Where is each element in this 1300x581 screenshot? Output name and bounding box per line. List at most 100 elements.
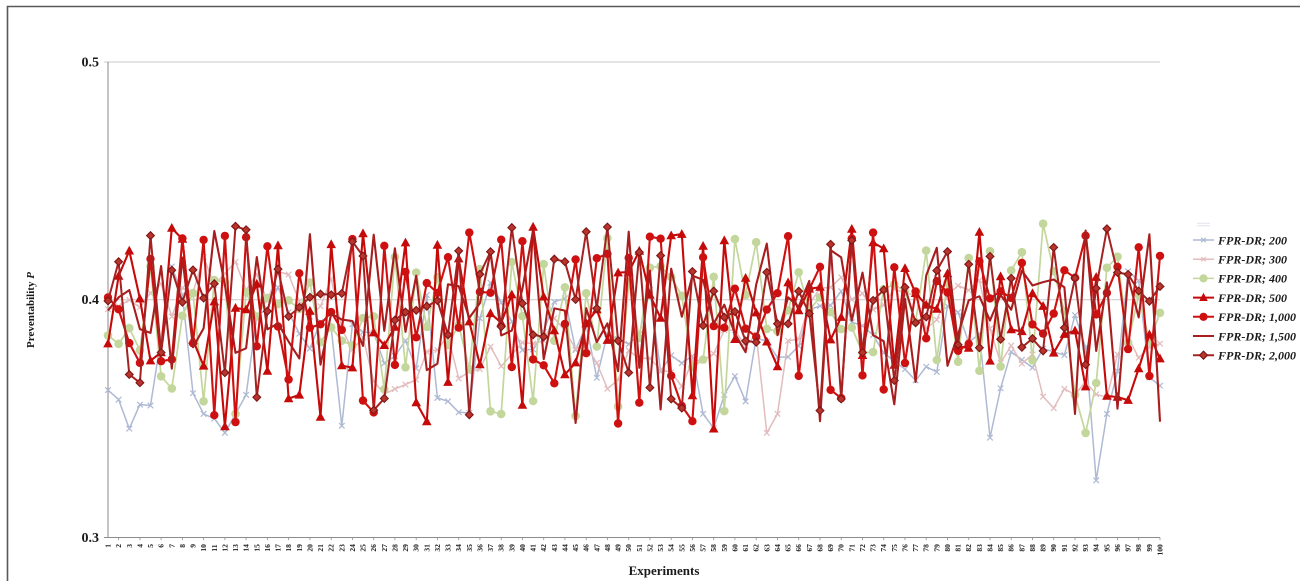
svg-text:28: 28 xyxy=(390,544,399,552)
svg-text:40: 40 xyxy=(518,544,527,552)
svg-text:69: 69 xyxy=(826,544,835,552)
svg-text:16: 16 xyxy=(263,544,272,552)
svg-text:6: 6 xyxy=(157,544,166,548)
svg-text:30: 30 xyxy=(412,544,421,552)
svg-text:73: 73 xyxy=(869,544,878,552)
svg-text:33: 33 xyxy=(444,544,453,552)
svg-text:32: 32 xyxy=(433,544,442,552)
svg-text:4: 4 xyxy=(135,544,144,548)
svg-text:91: 91 xyxy=(1060,544,1069,552)
svg-text:FPR-DR; 300: FPR-DR; 300 xyxy=(1217,253,1287,267)
svg-text:90: 90 xyxy=(1049,544,1058,552)
svg-text:89: 89 xyxy=(1039,544,1048,552)
svg-text:22: 22 xyxy=(327,544,336,552)
svg-text:86: 86 xyxy=(1007,544,1016,552)
svg-text:70: 70 xyxy=(837,544,846,552)
svg-text:45: 45 xyxy=(571,544,580,552)
svg-text:66: 66 xyxy=(794,544,803,552)
svg-text:FPR-DR; 400: FPR-DR; 400 xyxy=(1217,272,1287,286)
svg-text:34: 34 xyxy=(454,544,463,552)
svg-text:47: 47 xyxy=(592,544,601,552)
svg-text:26: 26 xyxy=(369,544,378,552)
svg-text:75: 75 xyxy=(890,544,899,552)
svg-text:19: 19 xyxy=(295,544,304,552)
svg-text:27: 27 xyxy=(380,544,389,552)
svg-text:FPR-DR; 1,000: FPR-DR; 1,000 xyxy=(1217,310,1296,324)
svg-text:FPR-DR; 500: FPR-DR; 500 xyxy=(1217,291,1287,305)
svg-text:FPR-DR; 200: FPR-DR; 200 xyxy=(1217,233,1287,247)
svg-text:57: 57 xyxy=(699,544,708,552)
svg-text:76: 76 xyxy=(901,544,910,552)
svg-text:58: 58 xyxy=(709,544,718,552)
svg-text:54: 54 xyxy=(667,544,676,552)
svg-text:84: 84 xyxy=(986,544,995,552)
svg-text:46: 46 xyxy=(582,544,591,552)
svg-text:48: 48 xyxy=(603,544,612,552)
svg-text:78: 78 xyxy=(922,544,931,552)
svg-text:80: 80 xyxy=(943,544,952,552)
svg-text:98: 98 xyxy=(1134,544,1143,552)
svg-text:59: 59 xyxy=(720,544,729,552)
svg-text:94: 94 xyxy=(1092,544,1101,552)
svg-text:99: 99 xyxy=(1145,544,1154,552)
svg-text:37: 37 xyxy=(486,544,495,552)
svg-text:14: 14 xyxy=(242,544,251,552)
svg-text:88: 88 xyxy=(1028,544,1037,552)
svg-text:63: 63 xyxy=(762,544,771,552)
svg-text:39: 39 xyxy=(507,544,516,552)
svg-text:3: 3 xyxy=(125,544,134,548)
svg-text:29: 29 xyxy=(401,544,410,552)
svg-text:43: 43 xyxy=(550,544,559,552)
svg-text:10: 10 xyxy=(199,544,208,552)
svg-text:12: 12 xyxy=(220,544,229,552)
svg-text:79: 79 xyxy=(932,544,941,552)
svg-text:72: 72 xyxy=(858,544,867,552)
svg-text:52: 52 xyxy=(645,544,654,552)
svg-text:13: 13 xyxy=(231,544,240,552)
svg-text:31: 31 xyxy=(422,544,431,552)
svg-text:Preventability P: Preventability P xyxy=(25,272,37,348)
svg-text:77: 77 xyxy=(911,544,920,552)
svg-text:83: 83 xyxy=(975,544,984,552)
svg-text:20: 20 xyxy=(305,544,314,552)
svg-text:0.5: 0.5 xyxy=(82,55,100,70)
svg-text:60: 60 xyxy=(730,544,739,552)
svg-text:18: 18 xyxy=(284,544,293,552)
svg-text:50: 50 xyxy=(624,544,633,552)
svg-text:61: 61 xyxy=(741,544,750,552)
svg-text:44: 44 xyxy=(560,544,569,552)
svg-text:74: 74 xyxy=(879,544,888,552)
svg-text:82: 82 xyxy=(964,544,973,552)
svg-text:96: 96 xyxy=(1113,544,1122,552)
svg-text:2: 2 xyxy=(114,544,123,548)
svg-text:64: 64 xyxy=(773,544,782,552)
svg-text:81: 81 xyxy=(954,544,963,552)
svg-text:FPR-DR; 1,500: FPR-DR; 1,500 xyxy=(1217,329,1296,343)
svg-text:25: 25 xyxy=(359,544,368,552)
svg-text:53: 53 xyxy=(656,544,665,552)
svg-text:21: 21 xyxy=(316,544,325,552)
svg-text:100: 100 xyxy=(1156,544,1165,556)
svg-text:38: 38 xyxy=(497,544,506,552)
svg-text:FPR-DR; 2,000: FPR-DR; 2,000 xyxy=(1217,349,1296,363)
svg-text:55: 55 xyxy=(677,544,686,552)
svg-text:5: 5 xyxy=(146,544,155,548)
svg-text:9: 9 xyxy=(189,544,198,548)
svg-text:24: 24 xyxy=(348,544,357,552)
svg-text:23: 23 xyxy=(337,544,346,552)
svg-text:85: 85 xyxy=(996,544,1005,552)
svg-text:56: 56 xyxy=(688,544,697,552)
svg-text:1: 1 xyxy=(104,544,113,548)
svg-text:49: 49 xyxy=(614,544,623,552)
svg-text:68: 68 xyxy=(816,544,825,552)
svg-text:15: 15 xyxy=(252,544,261,552)
svg-text:71: 71 xyxy=(847,544,856,552)
svg-text:51: 51 xyxy=(635,544,644,552)
svg-text:65: 65 xyxy=(784,544,793,552)
svg-text:11: 11 xyxy=(210,544,219,551)
svg-text:36: 36 xyxy=(475,544,484,552)
svg-text:35: 35 xyxy=(465,544,474,552)
svg-text:67: 67 xyxy=(805,544,814,552)
svg-text:42: 42 xyxy=(539,544,548,552)
svg-text:62: 62 xyxy=(752,544,761,552)
